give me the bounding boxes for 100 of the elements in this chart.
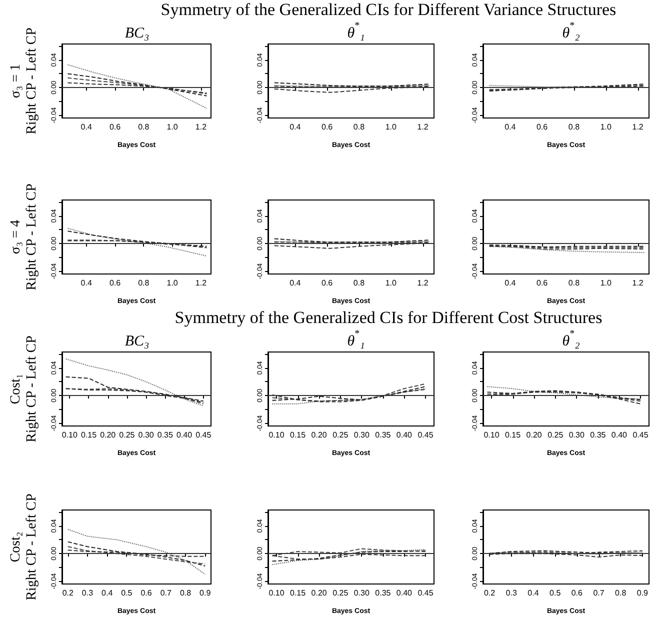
x-tick-label: 0.30 [568, 430, 585, 440]
x-tick-label: 0.8 [353, 122, 366, 132]
x-tick-label: 0.8 [568, 278, 580, 288]
line-series [67, 546, 206, 564]
line-series [272, 550, 426, 562]
text: Symmetry of the Generalized CIs for Different Variance Structures [160, 0, 618, 20]
x-tick-label: 0.15 [505, 430, 522, 440]
line-series [272, 548, 426, 556]
x-tick-label: 0.5 [121, 588, 133, 598]
x-tick-label: 0.6 [321, 122, 334, 132]
x-tick-label: 1.2 [417, 278, 429, 288]
x-tick-label: 0.8 [138, 278, 150, 288]
x-tick-label: 0.6 [536, 278, 548, 288]
line-series [272, 548, 426, 566]
x-tick-label: 1.0 [166, 122, 178, 132]
x-tick-label: 0.7 [160, 588, 172, 598]
line-series [67, 64, 208, 109]
x-tick-label: 0.4 [80, 278, 92, 288]
x-tick-label: 0.10 [268, 430, 285, 440]
x-tick-label: 0.8 [138, 122, 150, 132]
x-tick-label: 0.4 [504, 278, 516, 288]
x-tick-label: 0.8 [615, 588, 627, 598]
chart-title: θ*₂ [562, 20, 580, 42]
x-tick-label: 0.9 [636, 588, 649, 598]
line-series [67, 230, 208, 248]
x-tick-label: 0.3 [506, 588, 518, 598]
x-tick-label: 1.2 [195, 278, 208, 288]
x-tick-label: 0.5 [550, 588, 562, 598]
x-tick-label: 1.0 [385, 278, 398, 288]
x-tick-label: 0.2 [484, 588, 496, 598]
x-tick-label: 0.15 [290, 588, 306, 598]
chart-title: θ*₂ [562, 328, 580, 350]
x-tick-label: 0.9 [200, 588, 212, 598]
x-tick-label: 0.45 [418, 430, 434, 440]
x-tick-label: 0.45 [196, 430, 212, 440]
line-series [67, 77, 208, 94]
x-tick-label: 0.8 [568, 122, 580, 132]
x-tick-label: 0.30 [354, 588, 370, 598]
line-series [67, 73, 208, 96]
x-tick-label: 0.25 [548, 430, 564, 440]
x-tick-label: 0.35 [375, 588, 392, 598]
x-tick-label: 0.2 [62, 588, 74, 598]
y-axis-title: Cost₁ Right CP - Left CP [8, 335, 40, 442]
x-tick-label: 0.8 [353, 278, 366, 288]
x-tick-label: 0.20 [526, 430, 542, 440]
x-tick-label: 0.4 [528, 588, 540, 598]
x-tick-label: 0.40 [396, 430, 413, 440]
x-tick-label: 0.25 [332, 588, 349, 598]
x-tick-label: 0.20 [311, 588, 328, 598]
x-tick-label: 0.35 [375, 430, 392, 440]
x-tick-label: 0.6 [321, 278, 334, 288]
text: Symmetry of the Generalized CIs for Different Cost Structures [174, 308, 604, 328]
x-tick-label: 0.35 [157, 430, 174, 440]
x-tick-label: 0.10 [268, 588, 285, 598]
x-tick-label: 0.8 [180, 588, 192, 598]
line-series [65, 376, 204, 402]
line-series [67, 541, 206, 567]
x-tick-label: 0.30 [354, 430, 370, 440]
line-series [65, 358, 204, 406]
x-tick-label: 1.0 [600, 122, 612, 132]
x-tick-label: 0.4 [102, 588, 114, 598]
x-tick-label: 1.2 [632, 278, 644, 288]
x-tick-label: 0.6 [109, 278, 122, 288]
x-tick-label: 0.40 [176, 430, 193, 440]
x-tick-label: 0.4 [290, 122, 302, 132]
x-tick-label: 0.10 [484, 430, 500, 440]
x-tick-label: 0.40 [611, 430, 628, 440]
x-tick-label: 0.6 [571, 588, 584, 598]
chart-title: θ*₁ [347, 328, 365, 350]
x-tick-label: 0.40 [396, 588, 413, 598]
x-tick-label: 0.10 [62, 430, 78, 440]
x-tick-label: 0.15 [290, 430, 306, 440]
y-axis-title: σ₃ = 4 Right CP - Left CP [8, 183, 40, 290]
x-tick-label: 0.45 [632, 430, 649, 440]
x-tick-label: 0.3 [82, 588, 94, 598]
x-tick-label: 0.20 [311, 430, 328, 440]
line-series [272, 383, 426, 402]
x-tick-label: 0.45 [418, 588, 434, 598]
x-tick-label: 1.2 [417, 122, 429, 132]
x-tick-label: 1.2 [632, 122, 644, 132]
x-tick-label: 0.7 [593, 588, 605, 598]
x-tick-label: 1.0 [385, 122, 398, 132]
x-tick-label: 0.35 [590, 430, 606, 440]
x-tick-label: 0.15 [80, 430, 98, 440]
x-tick-label: 0.20 [100, 430, 116, 440]
x-tick-label: 1.2 [195, 122, 208, 132]
x-tick-label: 0.6 [140, 588, 152, 598]
y-axis-title: Cost₂ Right CP - Left CP [8, 493, 40, 600]
chart-title: BC₃ [124, 334, 150, 350]
chart-title: BC₃ [124, 26, 150, 42]
chart-title: θ*₁ [347, 20, 365, 42]
x-tick-label: 0.25 [119, 430, 136, 440]
x-tick-label: 0.4 [290, 278, 302, 288]
x-tick-label: 0.4 [80, 122, 92, 132]
x-tick-label: 1.0 [600, 278, 612, 288]
y-axis-title: σ₃ = 1 Right CP - Left CP [8, 27, 40, 134]
x-tick-label: 1.0 [166, 278, 178, 288]
line-series [67, 528, 206, 575]
x-tick-label: 0.25 [332, 430, 349, 440]
line-series [67, 228, 208, 257]
